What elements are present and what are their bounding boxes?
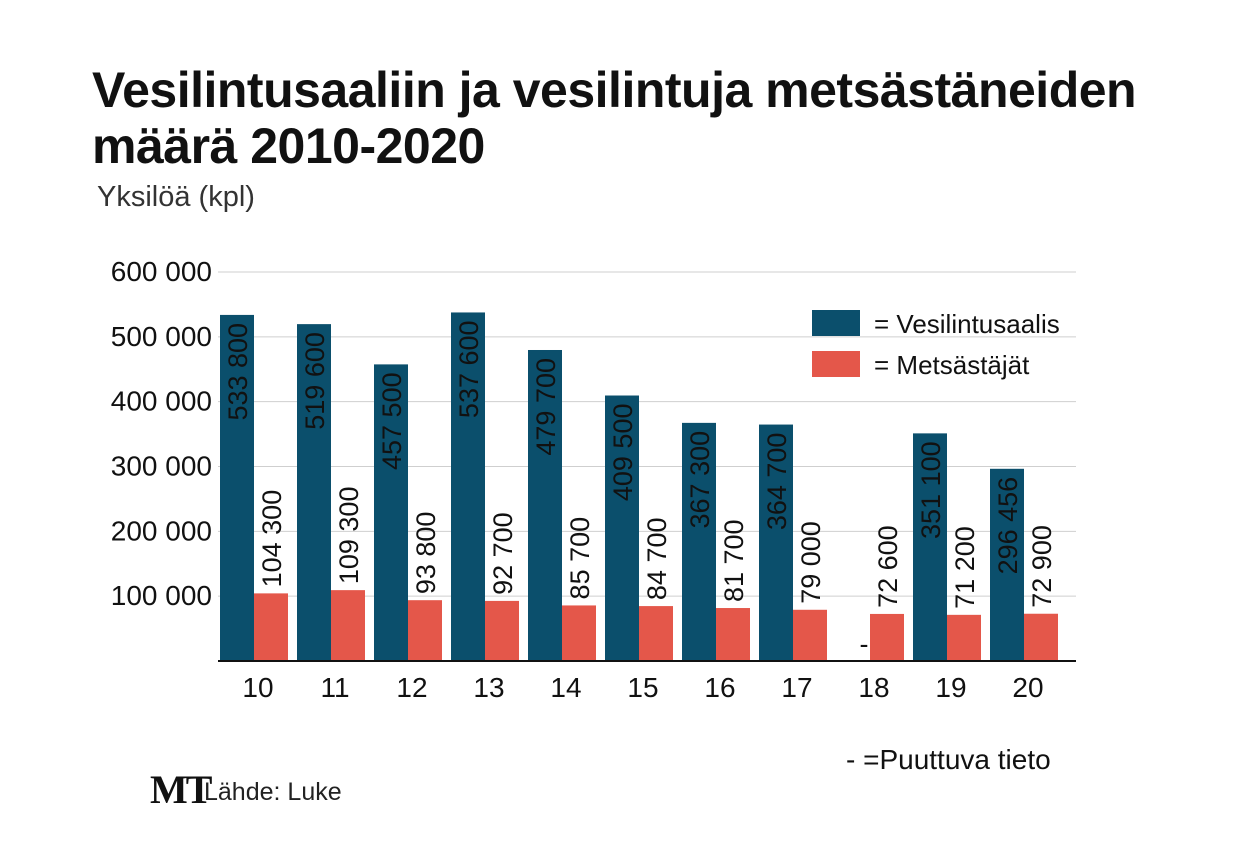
bar-vesilintusaalis — [990, 468, 1024, 661]
bar-vesilintusaalis — [374, 364, 408, 661]
legend-swatch-hunters — [812, 351, 860, 377]
bar-label-metsastajat: 84 700 — [642, 517, 672, 600]
bar-label-metsastajat: 104 300 — [257, 490, 287, 588]
x-tick-label: 14 — [550, 672, 581, 703]
bar-label-vesilintusaalis: 367 300 — [685, 431, 715, 529]
bar-metsastajat — [870, 613, 904, 661]
source-label: Lähde: Luke — [204, 778, 342, 806]
x-tick-label: 10 — [242, 672, 273, 703]
x-axis-ticks: 10 11 12 13 14 15 16 17 18 19 20 — [242, 672, 1043, 703]
bar-vesilintusaalis — [913, 433, 947, 661]
y-tick-label: 200 000 — [111, 515, 212, 546]
y-tick-label: 600 000 — [111, 256, 212, 287]
bar-label-metsastajat: 79 000 — [796, 521, 826, 604]
bar-label-metsastajat: 92 700 — [488, 512, 518, 595]
bar-metsastajat — [1024, 613, 1058, 661]
y-tick-label: 400 000 — [111, 386, 212, 417]
x-tick-label: 15 — [627, 672, 658, 703]
bar-metsastajat — [793, 609, 827, 661]
legend-label-catch: = Vesilintusaalis — [874, 309, 1060, 339]
bar-metsastajat — [947, 614, 981, 661]
y-axis-unit-label: Yksilöä (kpl) — [97, 181, 255, 213]
bar-label-metsastajat: 85 700 — [565, 517, 595, 600]
x-tick-label: 13 — [473, 672, 504, 703]
x-tick-label: 11 — [320, 672, 349, 703]
bar-label-vesilintusaalis: 519 600 — [300, 332, 330, 430]
bar-vesilintusaalis — [605, 395, 639, 661]
legend-label-hunters: = Metsästäjät — [874, 350, 1030, 380]
bar-label-vesilintusaalis: 537 600 — [454, 320, 484, 418]
legend: = Vesilintusaalis = Metsästäjät — [812, 309, 1060, 380]
missing-value-marker: - — [860, 629, 869, 659]
mt-logo: MT — [150, 767, 212, 812]
chart-title: Vesilintusaaliin ja vesilintuja metsästä… — [92, 62, 1137, 174]
bar-metsastajat — [254, 593, 288, 661]
y-axis-ticks: 100 000 200 000 300 000 400 000 500 000 600 0… — [111, 256, 212, 611]
y-tick-label: 300 000 — [111, 451, 212, 482]
bar-label-vesilintusaalis: 351 100 — [916, 441, 946, 539]
missing-data-note: - =Puuttuva tieto — [846, 744, 1051, 775]
bar-vesilintusaalis — [682, 422, 716, 661]
bar-metsastajat — [331, 590, 365, 661]
bar-label-vesilintusaalis: 364 700 — [762, 433, 792, 531]
bar-vesilintusaalis — [220, 314, 254, 661]
bar-label-metsastajat: 93 800 — [411, 512, 441, 595]
legend-swatch-catch — [812, 310, 860, 336]
bar-vesilintusaalis — [759, 424, 793, 661]
bar-metsastajat — [408, 600, 442, 661]
bar-label-vesilintusaalis: 457 500 — [377, 372, 407, 470]
bar-vesilintusaalis — [451, 312, 485, 661]
bar-vesilintusaalis — [297, 324, 331, 661]
bar-label-vesilintusaalis: 296 456 — [993, 477, 1023, 575]
x-tick-label: 12 — [396, 672, 427, 703]
x-tick-label: 19 — [935, 672, 966, 703]
bar-value-labels: 533 800 104 300 519 600 109 300 457 500 93 80… — [223, 320, 1057, 659]
bar-label-metsastajat: 81 700 — [719, 519, 749, 602]
y-tick-label: 100 000 — [111, 580, 212, 611]
y-tick-label: 500 000 — [111, 321, 212, 352]
x-tick-label: 17 — [781, 672, 812, 703]
bar-metsastajat — [485, 600, 519, 661]
bar-metsastajat — [562, 605, 596, 661]
bar-metsastajat — [639, 606, 673, 661]
bar-label-metsastajat: 72 600 — [873, 525, 903, 608]
bar-label-vesilintusaalis: 479 700 — [531, 358, 561, 456]
bar-label-metsastajat: 109 300 — [334, 487, 364, 585]
bar-label-vesilintusaalis: 533 800 — [223, 323, 253, 421]
bar-label-metsastajat: 72 900 — [1027, 525, 1057, 608]
x-tick-label: 16 — [704, 672, 735, 703]
bar-vesilintusaalis — [528, 349, 562, 661]
bar-metsastajat — [716, 608, 750, 661]
bars — [220, 312, 1058, 661]
x-tick-label: 18 — [858, 672, 889, 703]
bar-label-vesilintusaalis: 409 500 — [608, 404, 638, 502]
x-tick-label: 20 — [1012, 672, 1043, 703]
bar-label-metsastajat: 71 200 — [950, 526, 980, 609]
